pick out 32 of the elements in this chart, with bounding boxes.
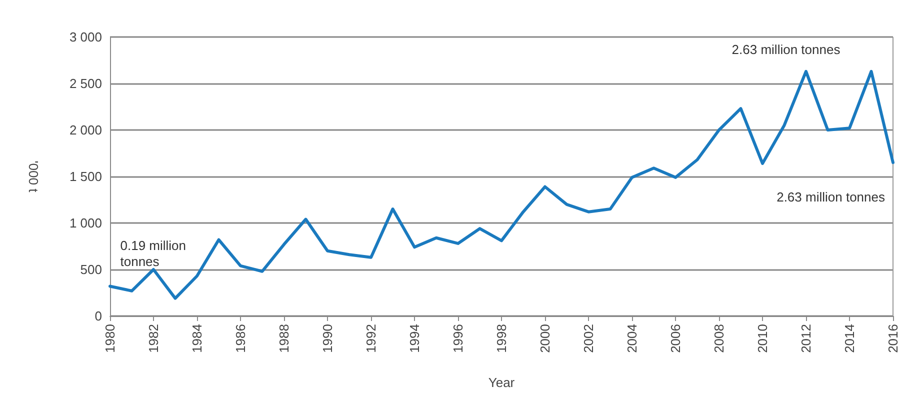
x-tick-label: 1994 [407,324,422,353]
line-series [108,70,894,300]
annotation: 2.63 million tonnes [776,190,886,204]
y-axis-title: '000 t [26,160,41,193]
x-tick-label: 2012 [798,324,814,353]
x-tick-label: 2010 [755,324,770,353]
y-tick-label: 2 500 [69,76,102,91]
annotation: 0.19 million tonnes [120,238,186,269]
x-tick-label: 1984 [190,324,204,353]
x-tick-label: 2016 [886,324,900,353]
annotation: 2.63 million tonnes [732,42,841,57]
x-tick-label: 2008 [712,324,726,353]
y-tick-label: 500 [80,262,102,277]
y-tick-label: 1 500 [69,169,102,184]
x-tick-label: 1992 [364,324,378,353]
x-tick-label: 1996 [450,324,466,353]
x-tick-label: 2002 [581,324,596,353]
y-tick-label: 0 [94,308,102,324]
x-tick-label: 1990 [320,324,335,353]
x-axis-title: Year [488,375,516,390]
x-tick-label: 2014 [842,324,857,353]
x-tick-label: 2000 [538,324,552,353]
x-tick-label: 1982 [146,324,161,353]
x-tick-label: 1980 [102,324,118,353]
x-tick-label: 1988 [276,324,292,353]
y-tick-label: 2 000 [69,122,102,138]
x-tick-label: 1998 [494,324,509,353]
y-tick-label: 3 000 [69,30,102,44]
x-tick-label: 2004 [624,324,640,353]
y-tick-label: 1 000 [69,216,102,230]
x-tick-label: 1986 [233,324,248,353]
x-tick-label: 2006 [668,324,683,353]
